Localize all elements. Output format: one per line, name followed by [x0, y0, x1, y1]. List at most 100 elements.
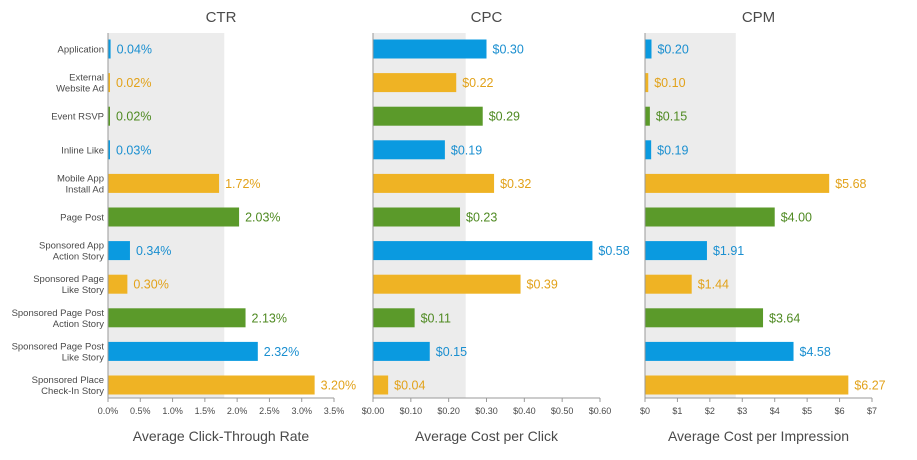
value-label: 2.13% — [252, 311, 287, 325]
category-label: Sponsored Place Check-In Story — [32, 375, 105, 397]
category-label: Mobile App Install Ad — [57, 173, 104, 195]
bar — [108, 73, 110, 93]
value-label: $0.32 — [500, 177, 531, 191]
value-label: 0.04% — [117, 43, 152, 57]
category-label: Sponsored Page Like Story — [33, 274, 104, 296]
category-label: Application — [58, 45, 104, 56]
value-label: $0.19 — [451, 143, 482, 157]
x-tick-label: $0.50 — [551, 406, 574, 416]
x-tick-label: $2 — [705, 406, 715, 416]
bar — [645, 274, 692, 294]
bar — [645, 341, 794, 361]
panel-title: CPC — [471, 9, 503, 26]
value-label: $4.58 — [800, 345, 831, 359]
x-axis-label: Average Click-Through Rate — [133, 428, 310, 444]
value-label: 0.02% — [116, 110, 151, 124]
value-label: $5.68 — [835, 177, 866, 191]
bar — [373, 341, 430, 361]
value-label: $0.23 — [466, 211, 497, 225]
bar — [645, 375, 849, 395]
x-tick-label: $0.60 — [589, 406, 612, 416]
category-label: Sponsored Page Post Action Story — [12, 308, 105, 330]
value-label: 0.03% — [116, 143, 151, 157]
bar — [373, 375, 389, 395]
bar — [373, 106, 483, 126]
bar — [373, 308, 415, 328]
x-tick-label: 2.0% — [227, 406, 248, 416]
value-label: $0.15 — [436, 345, 467, 359]
category-label: Event RSVP — [51, 112, 104, 123]
bar — [108, 274, 128, 294]
category-label: Page Post — [60, 213, 104, 224]
value-label: 1.72% — [225, 177, 260, 191]
bar — [373, 140, 445, 160]
value-label: $0.58 — [598, 244, 629, 258]
x-tick-label: $4 — [770, 406, 780, 416]
value-label: $0.22 — [462, 76, 493, 90]
value-label: $0.29 — [489, 110, 520, 124]
bar — [108, 39, 111, 59]
value-label: $0.10 — [654, 76, 685, 90]
value-label: $0.04 — [394, 379, 425, 393]
value-label: $3.64 — [769, 311, 800, 325]
x-tick-label: 3.5% — [324, 406, 345, 416]
bar — [645, 140, 652, 160]
value-label: 3.20% — [321, 379, 356, 393]
bar — [645, 241, 707, 261]
value-label: $0.15 — [656, 110, 687, 124]
category-label: Sponsored Page Post Like Story — [12, 341, 105, 363]
bar — [108, 375, 315, 395]
bar — [108, 241, 130, 261]
x-tick-label: 0.0% — [98, 406, 119, 416]
value-label: 0.30% — [133, 278, 168, 292]
value-label: 0.34% — [136, 244, 171, 258]
value-label: $6.27 — [854, 379, 885, 393]
bar — [645, 39, 652, 59]
x-tick-label: 3.0% — [291, 406, 312, 416]
value-label: $4.00 — [781, 211, 812, 225]
category-label: Inline Like — [61, 145, 104, 156]
x-axis-label: Average Cost per Click — [415, 428, 559, 444]
bar — [108, 341, 258, 361]
bar — [645, 73, 649, 93]
x-tick-label: 1.5% — [195, 406, 216, 416]
bar — [108, 308, 246, 328]
x-tick-label: $0.20 — [437, 406, 460, 416]
bar — [108, 173, 220, 193]
value-label: 2.03% — [245, 211, 280, 225]
value-label: $0.11 — [421, 311, 451, 325]
value-label: $1.44 — [698, 278, 729, 292]
x-tick-label: $0 — [640, 406, 650, 416]
x-tick-label: $0.10 — [400, 406, 423, 416]
panel-title: CPM — [742, 9, 775, 26]
bar — [373, 241, 593, 261]
bar — [373, 73, 457, 93]
panel-title: CTR — [206, 9, 237, 26]
value-label: $0.20 — [657, 43, 688, 57]
x-tick-label: $6 — [835, 406, 845, 416]
bar — [373, 274, 521, 294]
x-tick-label: $0.30 — [475, 406, 498, 416]
value-label: 2.32% — [264, 345, 299, 359]
bar — [108, 106, 110, 126]
value-label: $0.19 — [657, 143, 688, 157]
bar — [108, 140, 110, 160]
x-tick-label: 1.0% — [162, 406, 183, 416]
bar — [645, 106, 650, 126]
value-label: $1.91 — [713, 244, 744, 258]
bar — [645, 173, 830, 193]
bar — [373, 173, 495, 193]
bar — [108, 207, 240, 227]
x-tick-label: 0.5% — [130, 406, 151, 416]
bar — [373, 207, 461, 227]
x-tick-label: $0.00 — [362, 406, 385, 416]
x-tick-label: $3 — [737, 406, 747, 416]
x-axis-label: Average Cost per Impression — [668, 428, 849, 444]
category-label: External Website Ad — [56, 73, 104, 95]
bar — [645, 207, 775, 227]
bar — [645, 308, 764, 328]
x-tick-label: $0.40 — [513, 406, 536, 416]
category-label: Sponsored App Action Story — [39, 241, 104, 263]
value-label: $0.30 — [493, 43, 524, 57]
